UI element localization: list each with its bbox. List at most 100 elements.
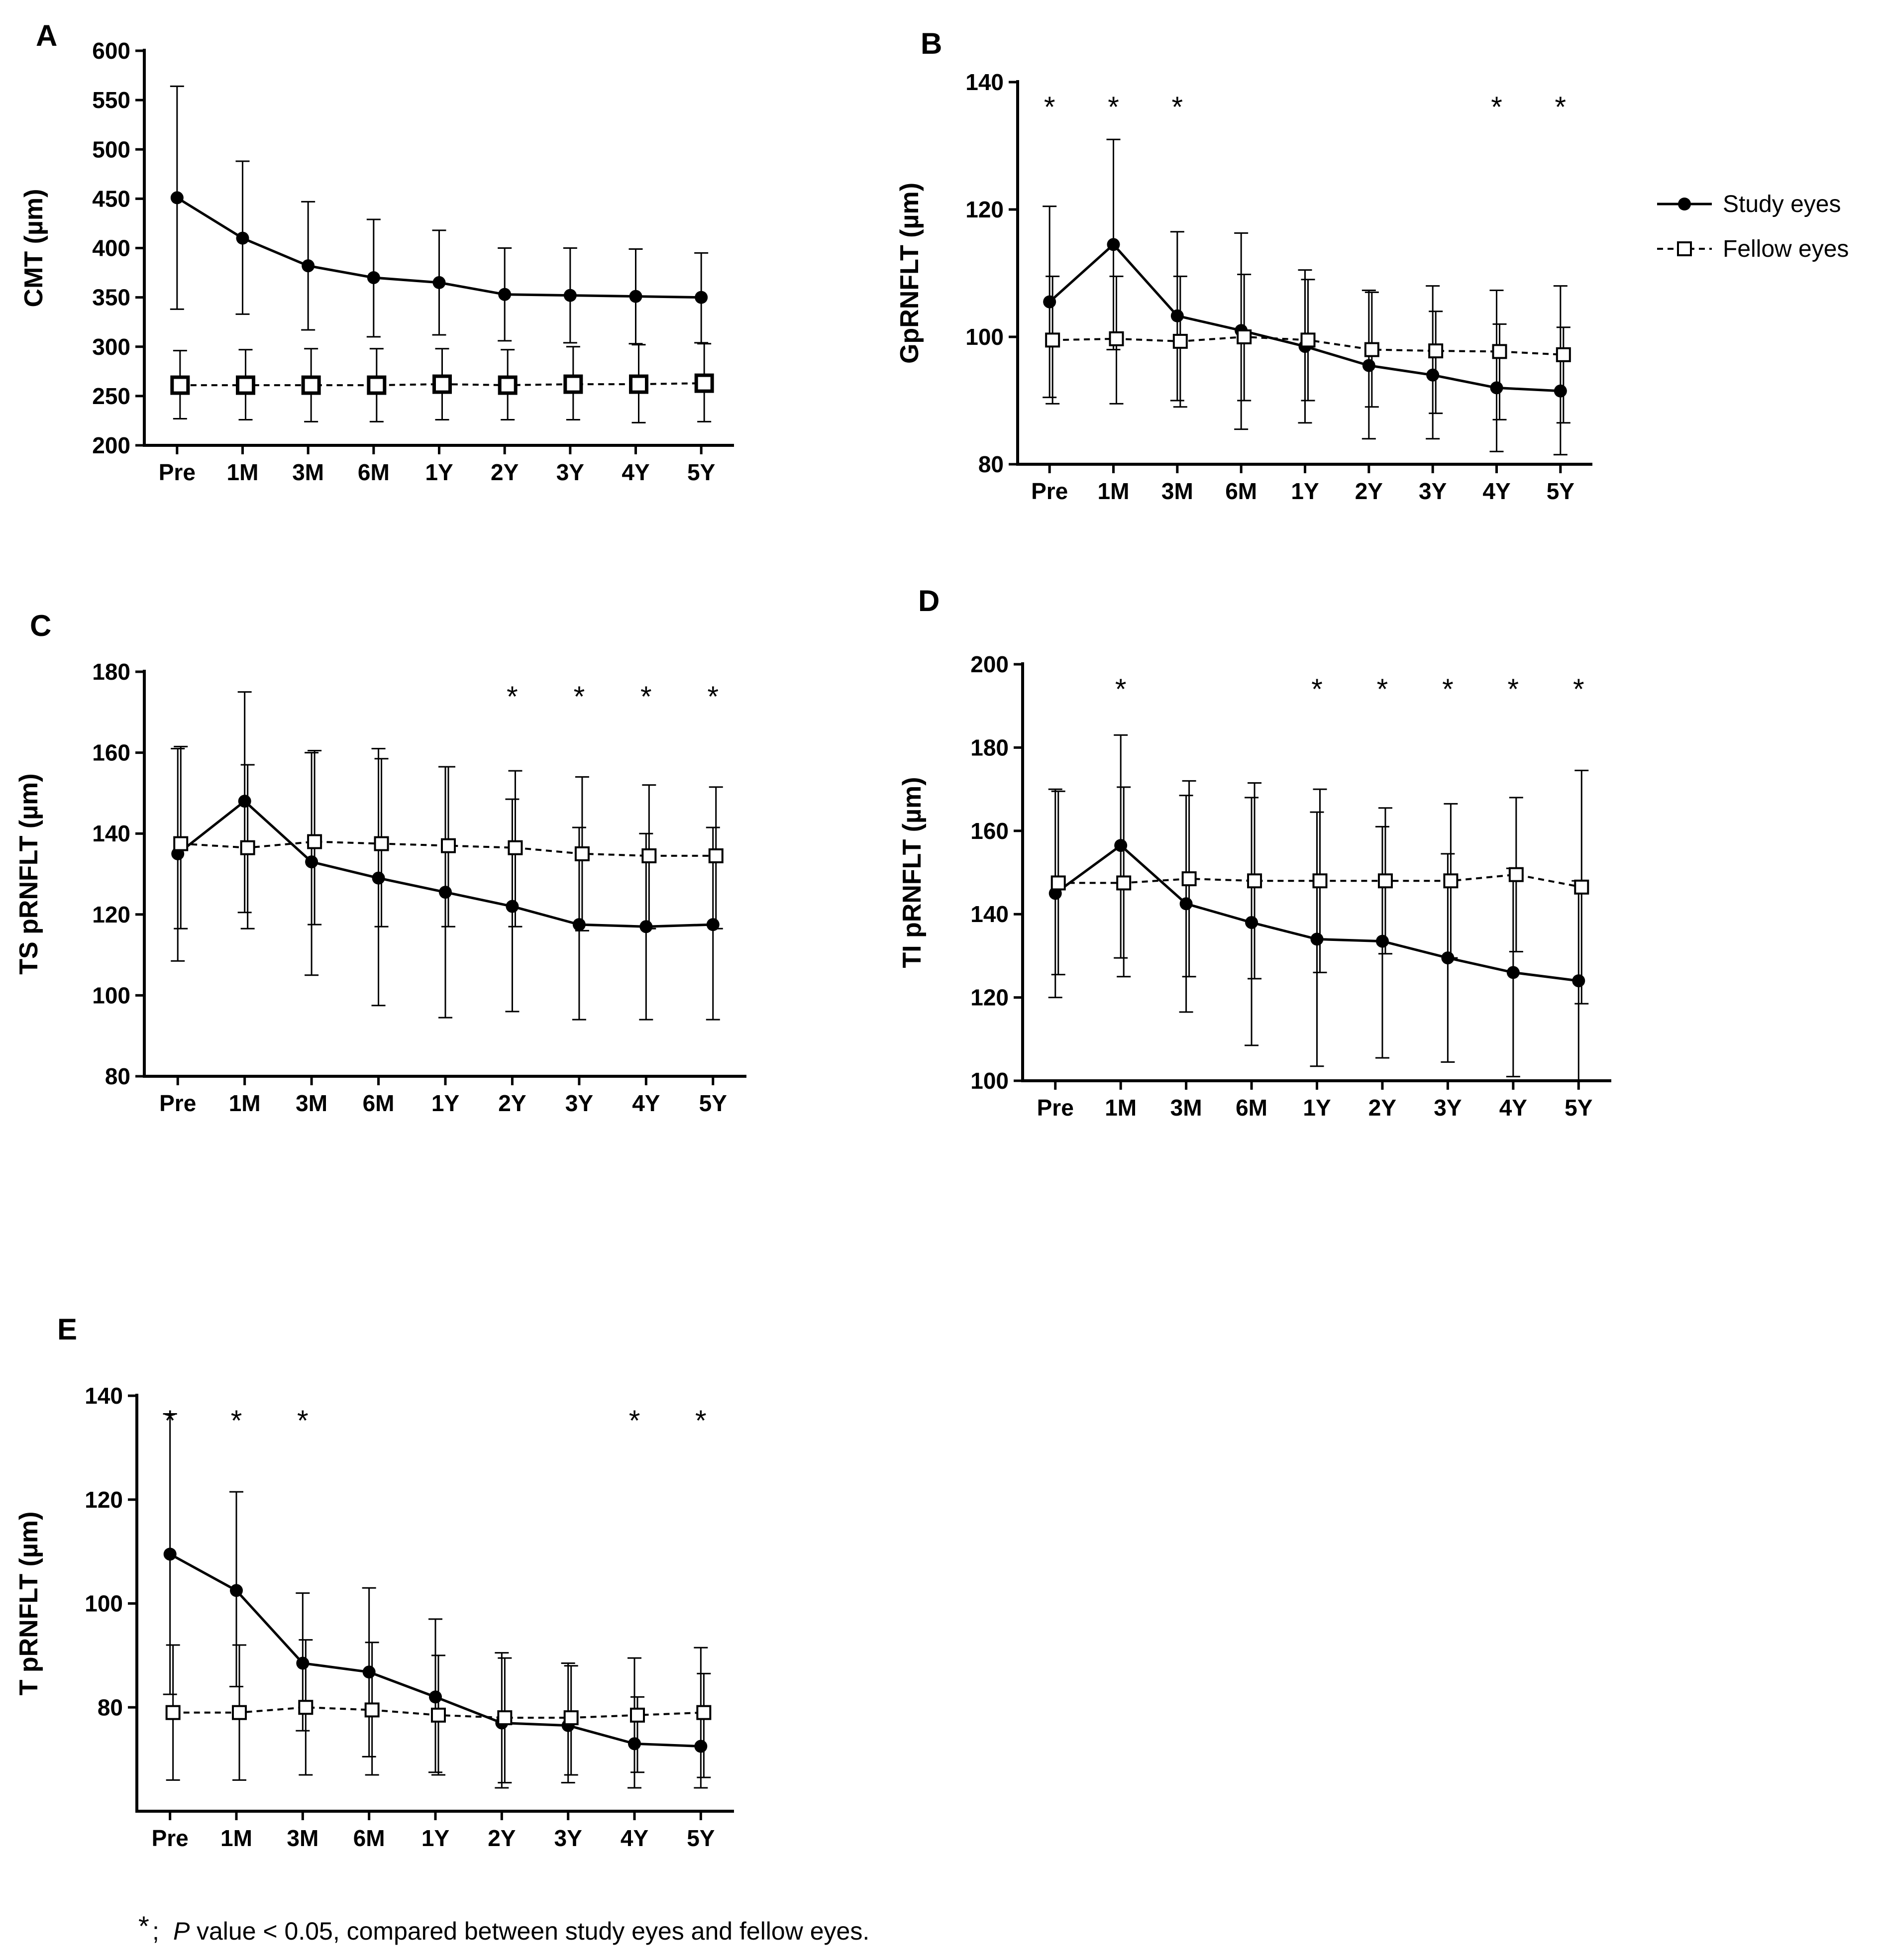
panel-e-xtick-label: 3Y (554, 1825, 582, 1851)
panel-d-fellow-point (1312, 873, 1328, 889)
panel-c-study-point (372, 871, 385, 885)
legend-study-marker (1678, 198, 1691, 210)
panel-e-ytick-label: 120 (85, 1487, 123, 1513)
panel-d-study-point (1179, 897, 1193, 911)
panel-e-fellow-point (298, 1700, 314, 1715)
panel-c-study-point (506, 900, 519, 913)
panel-d-xtick-label: 5Y (1565, 1095, 1592, 1121)
panel-c-fellow-line (181, 840, 716, 857)
panel-d-xtick-label: 2Y (1368, 1095, 1396, 1121)
panel-b-fellow-point (1045, 332, 1060, 348)
panel-e-significance-star: * (164, 1405, 176, 1437)
panel-c-fellow-point (441, 838, 456, 853)
panel-a-xtick-label: 2Y (491, 459, 519, 485)
panel-b-study-point (1362, 359, 1375, 372)
panel-a-ytick-label: 250 (92, 383, 130, 409)
panel-b-fellow-point (1364, 342, 1379, 357)
panel-b-xtick-label: 1Y (1291, 478, 1319, 504)
panel-d-significance-star: * (1115, 673, 1127, 706)
panel-b-ytick-label: 140 (965, 69, 1004, 95)
panel-e-study-point (429, 1690, 442, 1704)
panel-c-significance-star: * (640, 681, 652, 713)
panel-d-xtick-label: 3M (1170, 1095, 1202, 1121)
panel-e-xtick-label: Pre (152, 1825, 189, 1851)
panel-e-ytick-label: 140 (85, 1383, 123, 1409)
panel-c-study-point (639, 920, 653, 933)
panel-d-significance-star: * (1508, 673, 1519, 706)
panel-c-label: C (30, 609, 51, 642)
panel-d-fellow-point (1377, 873, 1393, 889)
panel-e-fellow-point (696, 1705, 712, 1720)
panel-d-significance-star: * (1311, 673, 1323, 706)
panel-c-fellow-point (708, 848, 724, 863)
panel-d-significance-star: * (1442, 673, 1454, 706)
panel-c-fellow-point (574, 846, 590, 861)
panel-a-ytick-label: 450 (92, 186, 130, 211)
panel-e: E 80 100 120 140 T pRNFLT (µm) Pre 1M 3M 6M 1Y 2Y 3Y… (14, 1313, 734, 1851)
panel-a-fellow-point (694, 373, 714, 393)
panel-e-xtick-label: 2Y (488, 1825, 516, 1851)
panel-d-fellow-point (1508, 867, 1524, 882)
panel-d-significance-star: * (1573, 673, 1584, 706)
panel-a-xtick-label: Pre (159, 459, 196, 485)
panel-b-xtick-label: 3M (1161, 478, 1193, 504)
panel-b-fellow-point (1492, 344, 1507, 359)
panel-a-ytick-label: 400 (92, 235, 130, 261)
panel-b-study-point (1554, 384, 1567, 398)
panel-c-xtick-label: 2Y (498, 1090, 526, 1116)
panel-e-xtick-label: 1M (220, 1825, 252, 1851)
panel-b-xtick-label: 2Y (1355, 478, 1383, 504)
panel-b-xtick-label: Pre (1031, 478, 1068, 504)
panel-b-ytick-label: 120 (965, 197, 1004, 222)
panel-a-study-point (498, 288, 512, 301)
panel-c-xtick-label: 6M (363, 1090, 395, 1116)
panel-e-significance-star: * (695, 1405, 707, 1437)
panel-c-xtick-label: 1Y (431, 1090, 459, 1116)
panel-d-fellow-point (1443, 873, 1459, 889)
panel-b-xtick-label: 4Y (1482, 478, 1510, 504)
panel-a-xtick-label: 6M (358, 459, 390, 485)
panel-e-significance-star: * (231, 1405, 242, 1437)
panel-a-ytick-label: 600 (92, 38, 130, 64)
panel-c-study-point (238, 795, 251, 808)
panel-d-xtick-label: 4Y (1499, 1095, 1527, 1121)
panel-a-xtick-label: 1M (227, 459, 259, 485)
panel-a-fellow-point (301, 375, 321, 395)
panel-e-significance-star: * (629, 1405, 640, 1437)
panel-e-xtick-label: 5Y (687, 1825, 715, 1851)
panel-e-study-point (362, 1665, 376, 1679)
panel-b-significance-star: * (1108, 91, 1119, 123)
panel-d-xtick-label: Pre (1037, 1095, 1074, 1121)
panel-c-fellow-point (508, 840, 523, 855)
panel-c-xtick-label: 4Y (632, 1090, 660, 1116)
panel-e-study-point (163, 1547, 177, 1561)
panel-a-ytick-label: 300 (92, 334, 130, 360)
panel-a-study-point (236, 231, 249, 245)
panel-b-xtick-label: 5Y (1547, 478, 1574, 504)
panel-a-study-point (563, 289, 577, 302)
panel-b-fellow-point (1556, 347, 1571, 362)
panel-c-fellow-point (173, 836, 189, 851)
panel-e-study-point (694, 1740, 708, 1753)
panel-c-significance-star: * (507, 681, 518, 713)
panel-d-study-point (1114, 839, 1128, 852)
panel-d-study-point (1572, 974, 1585, 988)
panel-d-study-point (1506, 966, 1520, 979)
panel-b-significance-star: * (1044, 91, 1055, 123)
panel-a-study-point (629, 290, 642, 303)
panel-d: D 100 120 140 160 180 200 TI pRNFLT (µm) Pre 1M 3M… (898, 584, 1611, 1121)
panel-a-ytick-label: 550 (92, 87, 130, 113)
panel-a-study-point (432, 276, 446, 289)
legend-fellow-label: Fellow eyes (1723, 236, 1849, 262)
panel-a-ytick-label: 350 (92, 285, 130, 310)
panel-a-fellow-point (367, 375, 387, 395)
panel-a-ytick-label: 500 (92, 136, 130, 162)
panel-c-fellow-point (641, 848, 657, 863)
panel-d-study-point (1310, 932, 1324, 946)
panel-b-fellow-point (1428, 343, 1444, 359)
panel-c-ytick-label: 140 (92, 821, 130, 846)
legend-study-label: Study eyes (1723, 191, 1841, 217)
panel-d-xtick-label: 6M (1236, 1095, 1267, 1121)
panel-c-fellow-point (374, 836, 389, 851)
footnote-text: value < 0.05, compared between study eye… (197, 1917, 869, 1945)
